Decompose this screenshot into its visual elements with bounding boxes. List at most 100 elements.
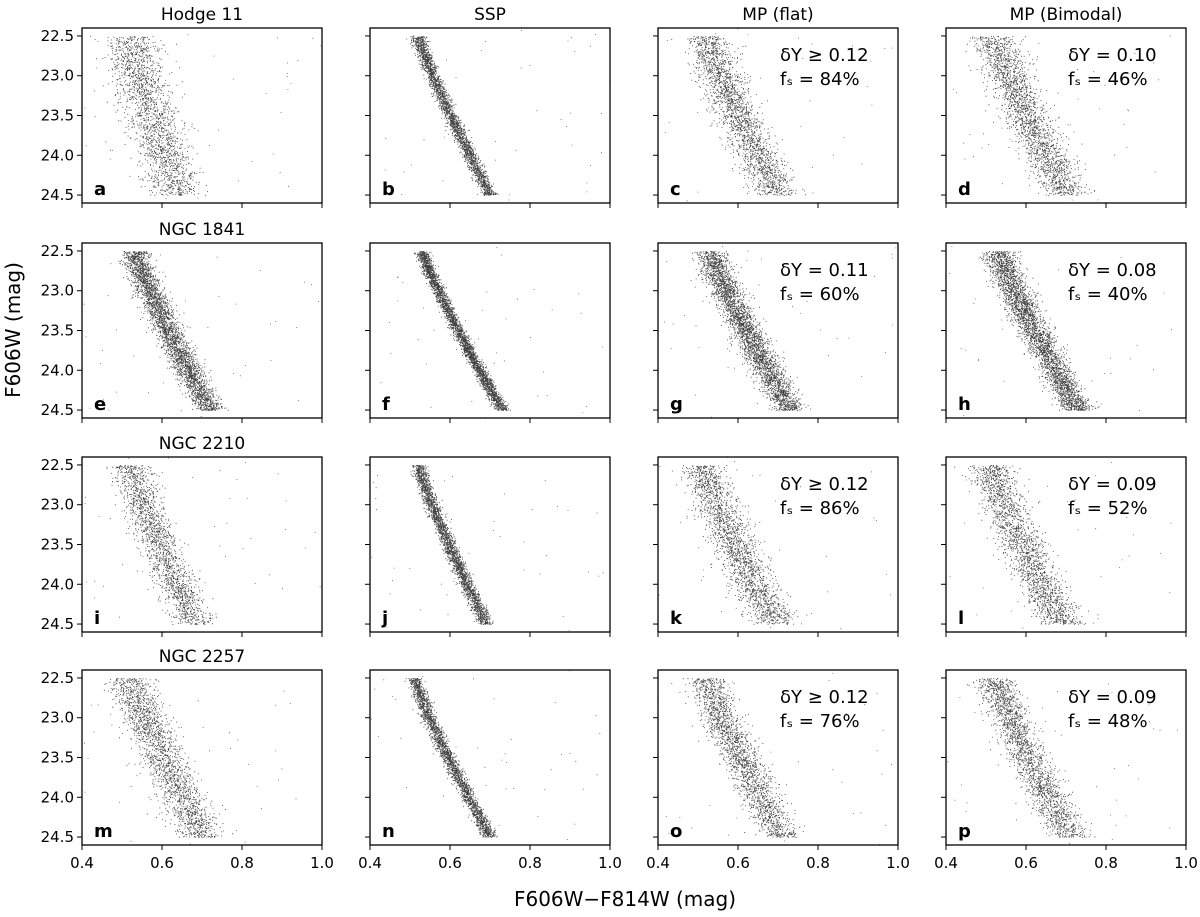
delta-y-annotation: δY = 0.10 <box>1068 45 1157 66</box>
x-tick-label: 0.4 <box>934 854 958 872</box>
panel-frame <box>81 27 323 204</box>
panel-frame <box>369 27 611 204</box>
panel-frame <box>369 669 611 846</box>
delta-y-annotation: δY ≥ 0.12 <box>780 687 869 708</box>
panel-e: 22.5 23.0 23.5 24.0 24.5 e <box>41 242 323 423</box>
panels-layer: 22.5 23.0 23.5 24.0 24.5 a b c δY ≥ 0.12 fₛ = 84%… <box>41 5 1198 872</box>
x-tick-label: 1.0 <box>1174 854 1198 872</box>
fs-annotation: fₛ = 84% <box>780 69 860 90</box>
panel-m: 22.5 23.0 23.5 24.0 24.5 0.4 0.6 0.8 1.0 m <box>41 669 334 872</box>
fs-annotation: fₛ = 86% <box>780 498 860 519</box>
x-tick-label: 0.6 <box>1014 854 1038 872</box>
scatter-points-i <box>84 457 321 633</box>
x-tick-label: 0.6 <box>438 854 462 872</box>
y-tick-label: 24.0 <box>41 361 74 379</box>
x-axis-label: F606W−F814W (mag) <box>514 887 736 911</box>
x-tick-label: 1.0 <box>886 854 910 872</box>
fs-annotation: fₛ = 48% <box>1068 711 1148 732</box>
scatter-points-a <box>84 34 322 200</box>
panel-letter: g <box>670 394 683 415</box>
panel-g: g δY = 0.11 fₛ = 60% <box>653 242 899 423</box>
panel-letter: p <box>958 821 971 842</box>
y-tick-label: 23.0 <box>41 709 74 727</box>
scatter-points-d <box>953 35 1171 201</box>
cluster-title: NGC 1841 <box>159 220 245 240</box>
x-tick-label: 0.8 <box>1094 854 1118 872</box>
y-tick-label: 23.5 <box>41 749 74 767</box>
panel-letter: l <box>958 608 964 629</box>
fs-annotation: fₛ = 40% <box>1068 284 1148 305</box>
x-tick-label: 0.4 <box>646 854 670 872</box>
y-tick-label: 24.5 <box>41 401 74 419</box>
y-tick-label: 23.0 <box>41 496 74 514</box>
scatter-points-j <box>371 465 604 631</box>
scatter-points-n <box>371 670 601 840</box>
panel-letter: k <box>670 608 683 629</box>
y-tick-label: 24.5 <box>41 186 74 204</box>
x-tick-label: 0.6 <box>726 854 750 872</box>
scatter-points-l <box>949 462 1172 629</box>
panel-letter: j <box>381 608 388 629</box>
fs-annotation: fₛ = 60% <box>780 284 860 305</box>
fs-annotation: fₛ = 76% <box>780 711 860 732</box>
y-tick-label: 23.0 <box>41 67 74 85</box>
x-tick-label: 1.0 <box>598 854 622 872</box>
cluster-title: Hodge 11 <box>161 5 243 25</box>
x-tick-label: 0.4 <box>358 854 382 872</box>
scatter-points-h <box>949 246 1172 416</box>
fs-annotation: fₛ = 46% <box>1068 69 1148 90</box>
panel-frame <box>81 242 323 419</box>
column-title: SSP <box>474 5 506 25</box>
delta-y-annotation: δY = 0.08 <box>1068 260 1157 281</box>
y-tick-label: 22.5 <box>41 27 74 45</box>
y-tick-label: 24.5 <box>41 615 74 633</box>
y-axis-label: F606W (mag) <box>1 262 25 398</box>
delta-y-annotation: δY = 0.11 <box>780 260 869 281</box>
y-tick-label: 23.0 <box>41 282 74 300</box>
cluster-title: NGC 2257 <box>159 647 245 667</box>
y-tick-label: 23.5 <box>41 536 74 554</box>
panel-f: f <box>365 242 611 423</box>
scatter-points-e <box>83 251 319 417</box>
y-tick-label: 23.5 <box>41 107 74 125</box>
scatter-points-o <box>658 673 899 846</box>
x-tick-label: 0.8 <box>230 854 254 872</box>
x-tick-label: 0.8 <box>806 854 830 872</box>
panel-o: 0.4 0.6 0.8 1.0 o δY ≥ 0.12 fₛ = 76% <box>646 669 910 872</box>
delta-y-annotation: δY = 0.09 <box>1068 687 1157 708</box>
panel-frame <box>81 456 323 633</box>
panel-b: b <box>365 27 611 208</box>
scatter-points-f <box>380 247 604 419</box>
panel-letter: m <box>94 821 113 842</box>
y-tick-label: 22.5 <box>41 669 74 687</box>
y-tick-label: 24.0 <box>41 575 74 593</box>
panel-frame <box>369 456 611 633</box>
panel-letter: o <box>670 821 682 842</box>
panel-letter: a <box>94 179 106 200</box>
y-tick-label: 22.5 <box>41 242 74 260</box>
panel-letter: h <box>958 394 971 415</box>
cluster-title: NGC 2210 <box>159 434 245 454</box>
panel-letter: i <box>94 608 100 629</box>
panel-a: 22.5 23.0 23.5 24.0 24.5 a <box>41 27 323 208</box>
panel-letter: n <box>382 821 395 842</box>
panel-n: 0.4 0.6 0.8 1.0 n <box>358 669 622 872</box>
y-tick-label: 24.5 <box>41 828 74 846</box>
fs-annotation: fₛ = 52% <box>1068 498 1148 519</box>
delta-y-annotation: δY ≥ 0.12 <box>780 474 869 495</box>
panel-i: 22.5 23.0 23.5 24.0 24.5 i <box>41 456 323 637</box>
panel-letter: b <box>382 179 395 200</box>
panel-letter: c <box>670 179 681 200</box>
scatter-points-m <box>84 678 297 845</box>
x-tick-label: 0.4 <box>70 854 94 872</box>
x-tick-label: 1.0 <box>310 854 334 872</box>
x-tick-label: 0.6 <box>150 854 174 872</box>
delta-y-annotation: δY = 0.09 <box>1068 474 1157 495</box>
y-tick-label: 23.5 <box>41 322 74 340</box>
panel-j: j <box>365 456 611 637</box>
panel-letter: f <box>382 394 390 415</box>
y-tick-label: 24.0 <box>41 788 74 806</box>
y-tick-label: 24.0 <box>41 146 74 164</box>
panel-d: d δY = 0.10 fₛ = 46% <box>941 27 1187 208</box>
